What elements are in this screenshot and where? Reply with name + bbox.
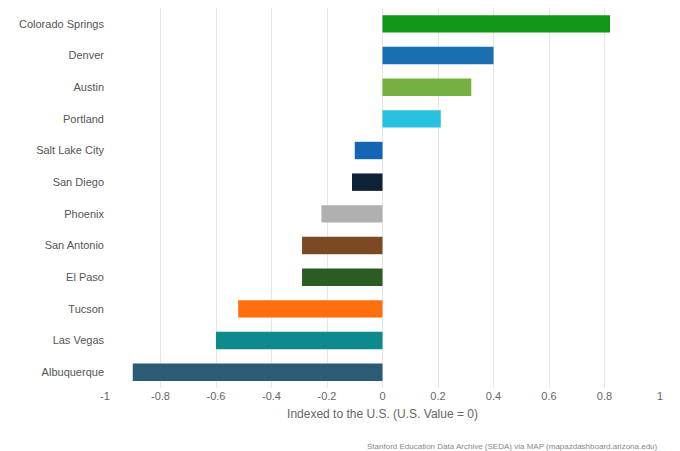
- svg-text:Tucson: Tucson: [68, 303, 104, 315]
- svg-text:0.8: 0.8: [597, 390, 612, 402]
- svg-text:0.2: 0.2: [430, 390, 445, 402]
- svg-text:-1: -1: [100, 390, 110, 402]
- svg-text:-0.8: -0.8: [151, 390, 170, 402]
- svg-text:0.4: 0.4: [486, 390, 501, 402]
- svg-text:-0.6: -0.6: [207, 390, 226, 402]
- svg-text:Denver: Denver: [69, 49, 105, 61]
- svg-text:Stanford Education Data Archiv: Stanford Education Data Archive (SEDA) v…: [367, 442, 658, 451]
- svg-text:Phoenix: Phoenix: [64, 208, 104, 220]
- svg-text:Indexed to the U.S. (U.S. Valu: Indexed to the U.S. (U.S. Value = 0): [287, 407, 478, 421]
- svg-text:Las Vegas: Las Vegas: [53, 334, 105, 346]
- svg-text:Colorado Springs: Colorado Springs: [19, 18, 104, 30]
- svg-text:-0.4: -0.4: [262, 390, 281, 402]
- svg-text:1: 1: [657, 390, 663, 402]
- svg-text:Albuquerque: Albuquerque: [42, 366, 104, 378]
- svg-text:Portland: Portland: [63, 113, 104, 125]
- svg-text:El Paso: El Paso: [66, 271, 104, 283]
- svg-text:San Diego: San Diego: [53, 176, 104, 188]
- svg-text:San Antonio: San Antonio: [45, 239, 104, 251]
- svg-text:-0.2: -0.2: [318, 390, 337, 402]
- svg-text:0: 0: [379, 390, 385, 402]
- svg-text:Austin: Austin: [73, 81, 104, 93]
- svg-text:0.6: 0.6: [541, 390, 556, 402]
- svg-text:Salt Lake City: Salt Lake City: [36, 144, 104, 156]
